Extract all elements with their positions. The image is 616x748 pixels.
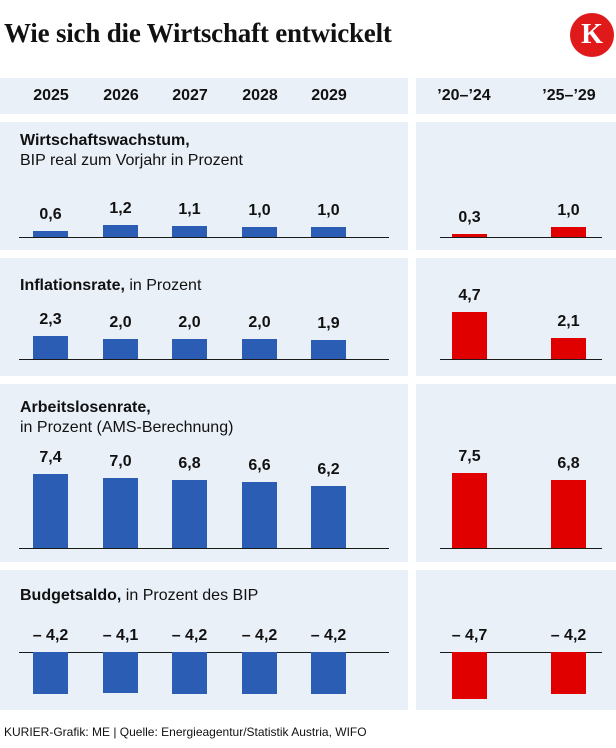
bar-right-0: [452, 312, 487, 359]
bar-left-1: [103, 478, 138, 548]
bar-left-0: [33, 231, 68, 237]
kurier-logo: K: [570, 13, 614, 57]
value-label-left-3: 1,0: [248, 202, 271, 219]
baseline-left: [19, 359, 389, 360]
bar-left-4: [311, 652, 346, 694]
source-note: KURIER-Grafik: ME | Quelle: Energieagent…: [4, 725, 367, 739]
section-title-bold: Budgetsaldo,: [20, 587, 122, 604]
section-title-rest: in Prozent des BIP: [125, 587, 259, 604]
value-label-left-1: – 4,1: [102, 627, 139, 644]
value-label-left-4: – 4,2: [310, 627, 347, 644]
value-label-right-0: 0,3: [458, 209, 481, 226]
value-label-right-1: 1,0: [557, 202, 580, 219]
section-panel-right: [416, 122, 616, 250]
value-label-left-4: 1,9: [317, 315, 340, 332]
section-title: Arbeitslosenrate, in Prozent (AMS-Berechn…: [20, 398, 233, 438]
value-label-left-2: 1,1: [178, 201, 201, 218]
section-title-rest: BIP real zum Vorjahr in Prozent: [20, 152, 243, 169]
bar-left-2: [172, 226, 207, 237]
bar-left-1: [103, 652, 138, 693]
bar-left-2: [172, 480, 207, 548]
value-label-left-4: 6,2: [317, 461, 340, 478]
bar-left-3: [242, 339, 277, 359]
column-header-period-2025-2029: ’25–’29: [542, 87, 596, 104]
value-label-right-0: 7,5: [458, 448, 481, 465]
baseline-left: [19, 237, 389, 238]
bar-left-2: [172, 652, 207, 694]
bar-left-3: [242, 227, 277, 237]
section-title-bold: Inflationsrate,: [20, 277, 125, 294]
value-label-left-3: 6,6: [248, 457, 271, 474]
header-panel-left: [0, 78, 408, 114]
column-header-2025: 2025: [33, 87, 69, 104]
value-label-right-1: – 4,2: [550, 627, 587, 644]
column-header-2029: 2029: [311, 87, 347, 104]
value-label-left-2: 6,8: [178, 455, 201, 472]
column-header-period-2020-2024: ’20–’24: [437, 87, 491, 104]
section-title-bold: Arbeitslosenrate,: [20, 399, 151, 416]
bar-right-0: [452, 652, 487, 699]
value-label-left-0: 0,6: [39, 206, 62, 223]
column-header-2026: 2026: [103, 87, 139, 104]
value-label-left-2: 2,0: [178, 314, 201, 331]
bar-left-3: [242, 482, 277, 548]
chart-title: Wie sich die Wirtschaft entwickelt: [4, 18, 392, 48]
value-label-left-3: 2,0: [248, 314, 271, 331]
bar-left-0: [33, 336, 68, 359]
bar-left-1: [103, 225, 138, 237]
value-label-left-2: – 4,2: [171, 627, 208, 644]
baseline-right: [440, 652, 602, 653]
bar-right-1: [551, 227, 586, 237]
value-label-left-0: 7,4: [39, 449, 62, 466]
value-label-right-0: – 4,7: [451, 627, 488, 644]
value-label-left-3: – 4,2: [241, 627, 278, 644]
bar-left-3: [242, 652, 277, 694]
section-title: Wirtschaftswachstum, BIP real zum Vorjahr…: [20, 131, 243, 171]
value-label-left-1: 1,2: [109, 200, 132, 217]
section-title: Budgetsaldo, in Prozent des BIP: [20, 586, 258, 606]
baseline-right: [440, 548, 602, 549]
section-title-bold: Wirtschaftswachstum,: [20, 132, 190, 149]
bar-left-2: [172, 339, 207, 359]
value-label-right-1: 2,1: [557, 313, 580, 330]
bar-left-4: [311, 340, 346, 359]
bar-right-1: [551, 480, 586, 548]
section-title: Inflationsrate, in Prozent: [20, 276, 201, 296]
bar-right-0: [452, 473, 487, 548]
value-label-right-1: 6,8: [557, 455, 580, 472]
section-title-rest: in Prozent (AMS-Berechnung): [20, 419, 234, 436]
bar-left-0: [33, 474, 68, 548]
baseline-right: [440, 237, 602, 238]
section-panel-right: [416, 384, 616, 562]
bar-left-4: [311, 486, 346, 548]
bar-left-4: [311, 227, 346, 237]
header-panel-right: [416, 78, 616, 114]
baseline-left: [19, 548, 389, 549]
section-title-rest: in Prozent: [129, 277, 202, 294]
column-header-2027: 2027: [172, 87, 208, 104]
baseline-right: [440, 359, 602, 360]
bar-right-0: [452, 234, 487, 237]
value-label-right-0: 4,7: [458, 287, 481, 304]
bar-left-0: [33, 652, 68, 694]
value-label-left-1: 7,0: [109, 453, 132, 470]
value-label-left-0: – 4,2: [32, 627, 69, 644]
value-label-left-0: 2,3: [39, 311, 62, 328]
bar-left-1: [103, 339, 138, 359]
bar-right-1: [551, 338, 586, 359]
value-label-left-4: 1,0: [317, 202, 340, 219]
column-header-2028: 2028: [242, 87, 278, 104]
value-label-left-1: 2,0: [109, 314, 132, 331]
bar-right-1: [551, 652, 586, 694]
